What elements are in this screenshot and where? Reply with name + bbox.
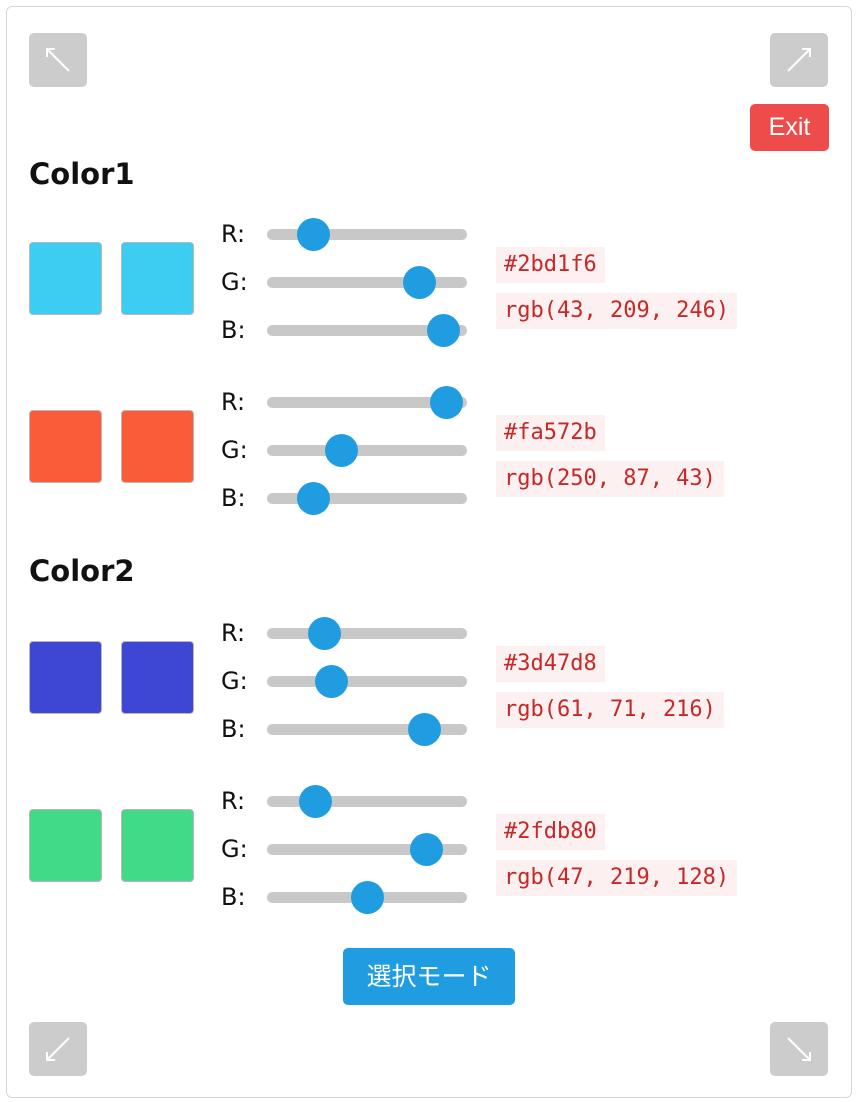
- slider-track[interactable]: [267, 386, 467, 419]
- slider-r: R:: [221, 218, 471, 251]
- rgb-code: rgb(250, 87, 43): [496, 461, 724, 497]
- slider-r: R:: [221, 386, 471, 419]
- color-swatch[interactable]: [29, 410, 102, 483]
- resize-top-right-button[interactable]: [770, 33, 828, 87]
- rgb-code: rgb(47, 219, 128): [496, 860, 738, 896]
- slider-label: R:: [221, 619, 246, 647]
- slider-track[interactable]: [267, 713, 467, 746]
- slider-b: B:: [221, 713, 471, 746]
- hex-code: #fa572b: [496, 415, 605, 451]
- slider-thumb[interactable]: [407, 713, 441, 746]
- color-row: R: G: B: #3d47d8 rgb(61, 71, 216): [7, 611, 853, 751]
- slider-track[interactable]: [267, 314, 467, 347]
- slider-label: B:: [221, 484, 246, 512]
- slider-label: G:: [221, 835, 248, 863]
- slider-track[interactable]: [267, 266, 467, 299]
- slider-r: R:: [221, 785, 471, 818]
- color-swatch[interactable]: [29, 809, 102, 882]
- slider-thumb[interactable]: [324, 434, 358, 467]
- color-swatch[interactable]: [121, 242, 194, 315]
- color-swatch[interactable]: [121, 809, 194, 882]
- slider-label: B:: [221, 715, 246, 743]
- slider-label: G:: [221, 268, 248, 296]
- resize-bottom-left-button[interactable]: [29, 1022, 87, 1076]
- slider-thumb[interactable]: [308, 617, 342, 650]
- slider-g: G:: [221, 266, 471, 299]
- slider-thumb[interactable]: [351, 881, 385, 914]
- hex-code: #2bd1f6: [496, 247, 605, 283]
- slider-label: R:: [221, 787, 246, 815]
- arrow-down-right-icon: [787, 1037, 811, 1061]
- slider-thumb[interactable]: [403, 266, 437, 299]
- slider-track[interactable]: [267, 881, 467, 914]
- slider-thumb[interactable]: [296, 218, 330, 251]
- slider-label: G:: [221, 667, 248, 695]
- slider-track[interactable]: [267, 482, 467, 515]
- resize-top-left-button[interactable]: [29, 33, 87, 87]
- rgb-code: rgb(43, 209, 246): [496, 293, 738, 329]
- hex-code: #3d47d8: [496, 646, 605, 682]
- slider-label: G:: [221, 436, 248, 464]
- slider-thumb[interactable]: [314, 665, 348, 698]
- arrow-up-left-icon: [46, 48, 70, 72]
- slider-label: R:: [221, 220, 246, 248]
- slider-b: B:: [221, 482, 471, 515]
- exit-button[interactable]: Exit: [750, 104, 829, 151]
- color-row: R: G: B: #2bd1f6 rgb(43, 209, 246): [7, 212, 853, 352]
- color-row: R: G: B: #fa572b rgb(250, 87, 43): [7, 380, 853, 520]
- slider-thumb[interactable]: [409, 833, 443, 866]
- color-swatch[interactable]: [121, 641, 194, 714]
- color-swatch[interactable]: [29, 242, 102, 315]
- slider-thumb[interactable]: [296, 482, 330, 515]
- color-swatch[interactable]: [29, 641, 102, 714]
- slider-track[interactable]: [267, 617, 467, 650]
- selection-mode-button[interactable]: 選択モード: [343, 948, 515, 1005]
- slider-b: B:: [221, 881, 471, 914]
- slider-b: B:: [221, 314, 471, 347]
- color-swatch[interactable]: [121, 410, 194, 483]
- arrow-up-right-icon: [787, 48, 811, 72]
- slider-track[interactable]: [267, 434, 467, 467]
- section-title-color1: Color1: [29, 157, 135, 191]
- slider-track[interactable]: [267, 785, 467, 818]
- slider-g: G:: [221, 665, 471, 698]
- slider-r: R:: [221, 617, 471, 650]
- slider-thumb[interactable]: [427, 314, 461, 347]
- resize-bottom-right-button[interactable]: [770, 1022, 828, 1076]
- slider-track[interactable]: [267, 218, 467, 251]
- slider-thumb[interactable]: [299, 785, 333, 818]
- rgb-code: rgb(61, 71, 216): [496, 692, 724, 728]
- slider-label: R:: [221, 388, 246, 416]
- section-title-color2: Color2: [29, 554, 135, 588]
- hex-code: #2fdb80: [496, 814, 605, 850]
- color-row: R: G: B: #2fdb80 rgb(47, 219, 128): [7, 779, 853, 919]
- slider-label: B:: [221, 883, 246, 911]
- slider-track[interactable]: [267, 833, 467, 866]
- slider-g: G:: [221, 833, 471, 866]
- arrow-down-left-icon: [46, 1037, 70, 1061]
- slider-g: G:: [221, 434, 471, 467]
- slider-track[interactable]: [267, 665, 467, 698]
- slider-thumb[interactable]: [429, 386, 463, 419]
- slider-label: B:: [221, 316, 246, 344]
- color-picker-panel: Exit Color1 R: G: B: #2bd1f6 rgb(43, 209…: [6, 6, 852, 1098]
